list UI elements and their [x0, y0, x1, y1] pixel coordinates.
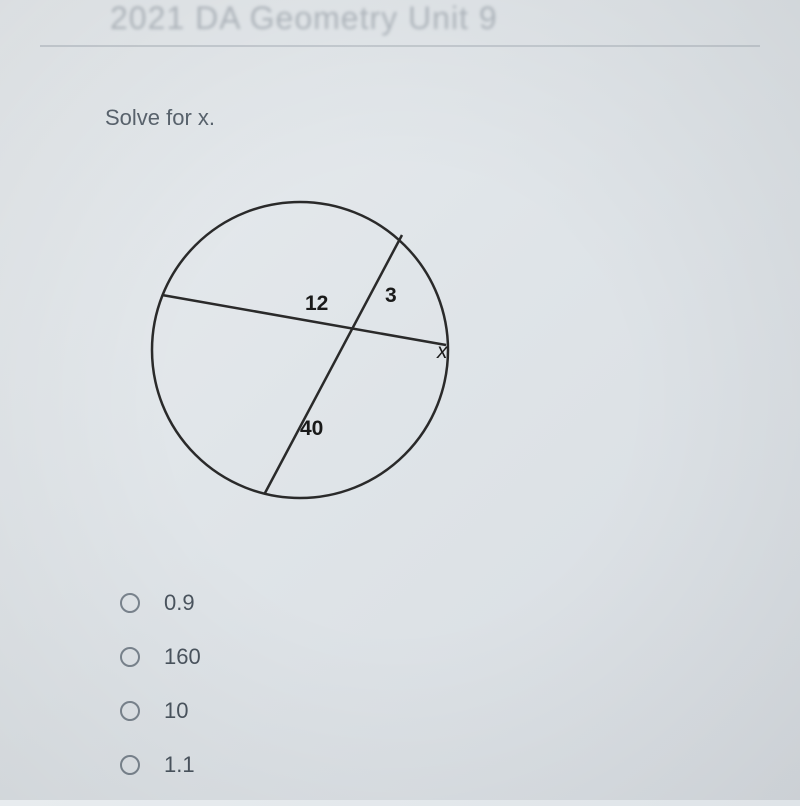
option-label: 1.1 — [164, 752, 195, 778]
option-row-3[interactable]: 1.1 — [120, 752, 201, 778]
option-label: 10 — [164, 698, 188, 724]
label-40: 40 — [300, 417, 323, 440]
diagram-circle — [152, 202, 448, 498]
geometry-diagram: 12 3 x 40 — [140, 180, 480, 520]
option-row-2[interactable]: 10 — [120, 698, 201, 724]
option-label: 0.9 — [164, 590, 195, 616]
option-label: 160 — [164, 644, 201, 670]
label-x: x — [436, 340, 449, 363]
chord-1 — [162, 295, 446, 345]
circle-chords-svg: 12 3 x 40 — [140, 180, 480, 520]
radio-icon — [120, 647, 140, 667]
header-divider — [40, 45, 760, 47]
answer-options: 0.9 160 10 1.1 — [120, 590, 201, 806]
option-row-0[interactable]: 0.9 — [120, 590, 201, 616]
chord-2 — [265, 235, 402, 493]
radio-icon — [120, 593, 140, 613]
question-prompt: Solve for x. — [105, 105, 215, 131]
page-header-blurred: 2021 DA Geometry Unit 9 — [110, 0, 498, 37]
label-3: 3 — [385, 284, 397, 307]
option-row-1[interactable]: 160 — [120, 644, 201, 670]
radio-icon — [120, 755, 140, 775]
label-12: 12 — [305, 292, 328, 315]
radio-icon — [120, 701, 140, 721]
